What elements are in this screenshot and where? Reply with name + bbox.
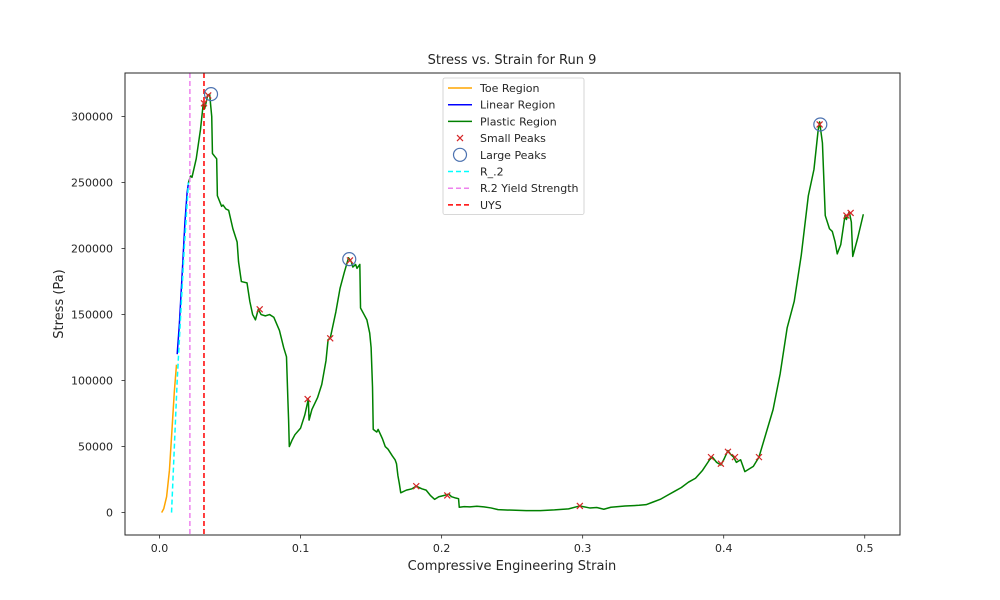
x-tick-label: 0.1	[292, 542, 310, 555]
x-tick-label: 0.5	[856, 542, 874, 555]
small-peak-marker	[200, 99, 208, 107]
plot-frame	[124, 72, 901, 536]
large-peak-marker	[203, 87, 219, 102]
x-axis-label: Compressive Engineering Strain	[408, 559, 617, 574]
legend-label: R_.2	[480, 166, 504, 179]
legend-label: Linear Region	[480, 99, 555, 112]
legend-label: Large Peaks	[480, 149, 547, 162]
y-tick-label: 150000	[71, 309, 113, 322]
small-peak-marker	[304, 395, 312, 403]
legend-box	[442, 77, 585, 216]
small-peak-marker	[816, 121, 824, 128]
x-tick-label: 0.0	[151, 542, 169, 555]
small-peak-marker	[204, 92, 212, 99]
small-peak-marker	[443, 491, 451, 499]
y-tick-label: 300000	[71, 111, 113, 124]
legend: Toe Region Linear Region Plastic Region Sma…	[442, 77, 585, 216]
small-peak-marker	[847, 209, 855, 217]
small-peak-marker	[707, 453, 715, 461]
legend-label: UYS	[480, 199, 502, 212]
legend-label: Plastic Region	[480, 115, 557, 128]
small-peak-marker	[755, 453, 763, 461]
y-tick-label: 250000	[71, 177, 113, 190]
series-line-plastic-region	[187, 93, 865, 512]
y-tick-label: 200000	[71, 243, 113, 256]
small-peak-marker	[724, 448, 732, 456]
small-peak-marker	[576, 502, 584, 510]
legend-handle-small-peaks	[456, 134, 464, 142]
x-tick-label: 0.3	[574, 542, 592, 555]
chart-title: Stress vs. Strain for Run 9	[428, 53, 597, 68]
legend-handle-large-peaks	[452, 147, 468, 162]
small-peak-marker	[731, 453, 739, 461]
y-axis-label: Stress (Pa)	[52, 269, 67, 338]
large-peak-marker	[813, 117, 828, 132]
series-line-toe-region	[161, 364, 178, 513]
series-line-r-2	[170, 182, 190, 513]
x-tick-label: 0.2	[433, 542, 451, 555]
y-axis: 0 50000 100000 150000 200000 250000 300000	[71, 111, 125, 520]
large-peak-marker	[342, 252, 357, 267]
small-peak-marker	[326, 334, 334, 342]
y-tick-label: 0	[106, 507, 113, 520]
legend-label: Toe Region	[479, 82, 540, 95]
legend-label: R.2 Yield Strength	[480, 182, 579, 195]
small-peak-marker	[717, 460, 725, 468]
small-peak-marker	[346, 257, 354, 264]
small-peak-marker	[412, 482, 420, 490]
y-tick-label: 100000	[71, 375, 113, 388]
legend-label: Small Peaks	[480, 132, 546, 145]
plot-area	[161, 73, 865, 535]
plot-clip-group	[161, 73, 865, 535]
x-axis: 0.0 0.1 0.2 0.3 0.4 0.5	[151, 535, 874, 555]
small-peak-marker	[256, 305, 264, 313]
x-tick-label: 0.4	[715, 542, 733, 555]
small-peak-marker	[842, 212, 850, 219]
y-tick-label: 50000	[78, 441, 113, 454]
